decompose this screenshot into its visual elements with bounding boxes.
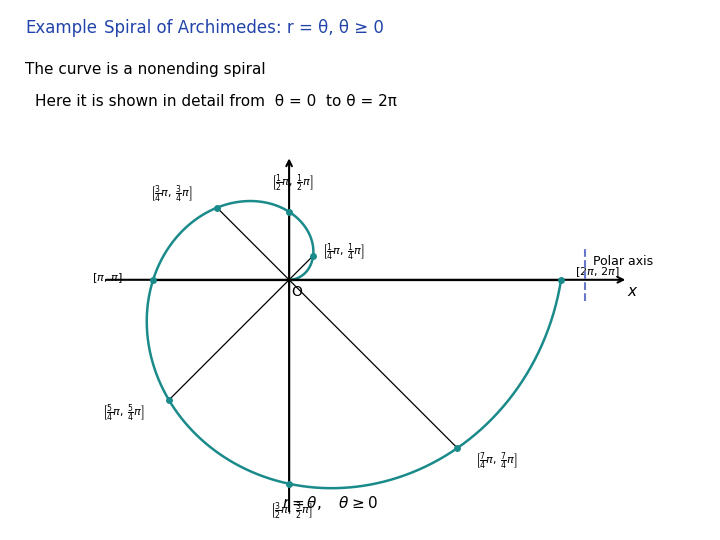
Text: $\left[\frac{7}{4}\pi,\, \frac{7}{4}\pi\right]$: $\left[\frac{7}{4}\pi,\, \frac{7}{4}\pi\… [475,450,518,471]
Text: The curve is a nonending spiral: The curve is a nonending spiral [25,62,266,77]
Text: O: O [292,285,302,299]
Text: $\left[\frac{1}{4}\pi,\, \frac{1}{4}\pi\right]$: $\left[\frac{1}{4}\pi,\, \frac{1}{4}\pi\… [323,242,364,263]
Text: $r = \theta, \quad \theta \geq 0$: $r = \theta, \quad \theta \geq 0$ [282,494,378,512]
Text: Example: Example [25,19,97,37]
Text: $x$: $x$ [626,285,638,299]
Text: Here it is shown in detail from  θ = 0  to θ = 2π: Here it is shown in detail from θ = 0 to… [35,94,397,110]
Text: $\left[\frac{3}{4}\pi,\, \frac{3}{4}\pi\right]$: $\left[\frac{3}{4}\pi,\, \frac{3}{4}\pi\… [150,184,193,205]
Text: $\left[2\pi,\, 2\pi\right]$: $\left[2\pi,\, 2\pi\right]$ [575,265,620,279]
Text: Polar axis: Polar axis [593,255,653,268]
Text: $\left[\frac{3}{2}\pi,\, \frac{3}{2}\pi\right]$: $\left[\frac{3}{2}\pi,\, \frac{3}{2}\pi\… [270,501,312,523]
Text: $\left[\pi,\, \pi\right]$: $\left[\pi,\, \pi\right]$ [92,271,123,285]
Text: $\left[\frac{1}{2}\pi,\, \frac{1}{2}\pi\right]$: $\left[\frac{1}{2}\pi,\, \frac{1}{2}\pi\… [271,173,314,194]
Text: $\left[\frac{5}{4}\pi,\, \frac{5}{4}\pi\right]$: $\left[\frac{5}{4}\pi,\, \frac{5}{4}\pi\… [102,402,145,423]
Text: Spiral of Archimedes: r = θ, θ ≥ 0: Spiral of Archimedes: r = θ, θ ≥ 0 [104,19,384,37]
